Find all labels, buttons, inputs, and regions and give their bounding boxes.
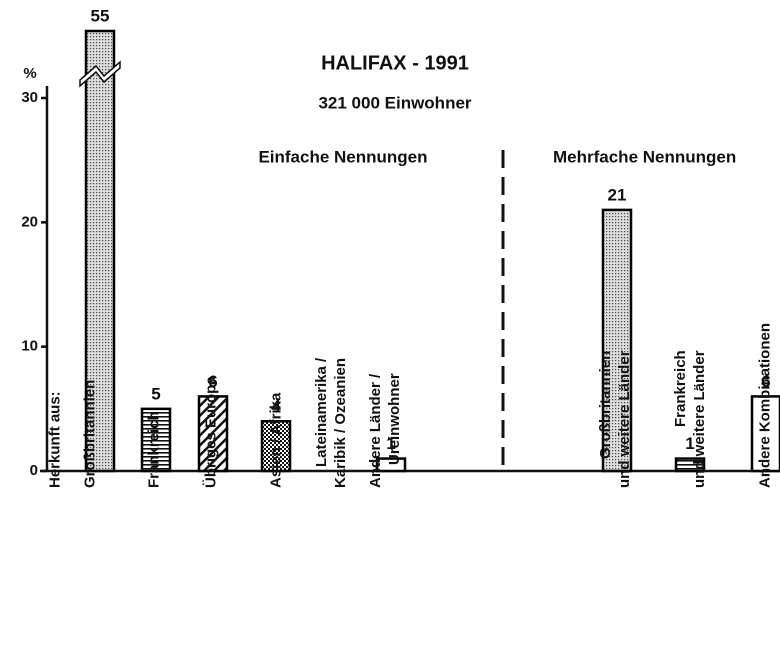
- value-label: 55: [91, 6, 110, 25]
- x-tick-label: Übriges Europa: [202, 376, 220, 488]
- section-label: Mehrfache Nennungen: [553, 147, 736, 166]
- axis-break: [79, 60, 121, 88]
- bar: [674, 457, 706, 473]
- bar: [197, 395, 229, 473]
- bar: [140, 407, 172, 473]
- x-tick-label: Frankreich und weitere Länder: [672, 350, 708, 488]
- section-label: Einfache Nennungen: [258, 147, 427, 166]
- y-tick-label: 30: [21, 89, 38, 106]
- bar: [260, 420, 292, 473]
- x-tick-label: Andere Länder / Ureinwohner: [367, 373, 403, 488]
- value-label: 1: [685, 434, 694, 453]
- x-axis-label: Herkunft aus:: [46, 391, 64, 488]
- value-label: 21: [608, 185, 627, 204]
- x-tick-label: Frankreich: [145, 411, 163, 488]
- value-label: 5: [151, 384, 160, 403]
- chart-title: HALIFAX - 1991: [321, 52, 469, 74]
- x-tick-label: Großbritannien und weitere Länder: [597, 350, 633, 488]
- y-tick-label: 20: [21, 213, 38, 230]
- y-unit-label: %: [23, 65, 36, 82]
- value-label: 6: [761, 372, 770, 391]
- value-label: 1: [386, 434, 395, 453]
- value-label: 4: [271, 397, 281, 416]
- x-tick-label: Asien / Afrika: [267, 392, 285, 488]
- value-label: 6: [208, 372, 217, 391]
- bar: [750, 395, 780, 473]
- y-tick-label: 0: [30, 462, 38, 479]
- x-tick-label: Andere Kombinationen: [756, 322, 774, 488]
- x-tick-label: Großbritannien: [81, 379, 99, 488]
- bar: [601, 208, 633, 473]
- bar: [84, 29, 116, 473]
- x-tick-label: Lateinamerika / Karibik / Ozeanien: [313, 357, 349, 488]
- bar: [375, 457, 407, 473]
- y-tick-label: 10: [21, 338, 38, 355]
- chart-subtitle: 321 000 Einwohner: [318, 93, 471, 112]
